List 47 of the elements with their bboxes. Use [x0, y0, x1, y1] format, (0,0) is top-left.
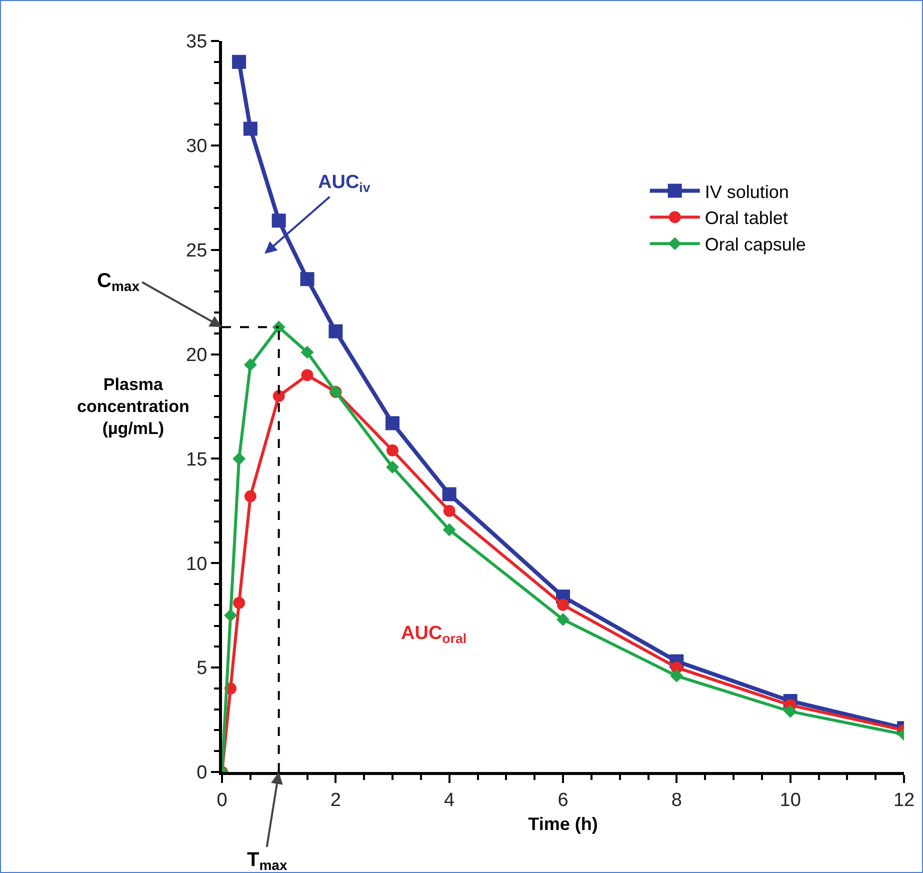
x-axis-title: Time (h): [528, 814, 598, 834]
point: [224, 608, 238, 622]
point: [272, 390, 285, 402]
point: [328, 324, 343, 338]
x-tick-label: 12: [893, 790, 915, 811]
y-axis-title: Plasma concentration (µg/mL): [77, 375, 190, 438]
point: [243, 122, 258, 136]
point: [386, 444, 398, 456]
x-tick-label: 10: [780, 790, 801, 811]
point: [386, 416, 400, 430]
legend-label: Oral tablet: [704, 208, 788, 228]
annotation: AUC$_{iv}$: [318, 172, 371, 195]
point: [557, 598, 569, 611]
x-tick-label: 6: [558, 790, 568, 811]
y-tick-label: 30: [186, 136, 208, 158]
x-tick-label: 2: [330, 790, 341, 811]
legend-label: Oral capsule: [704, 234, 806, 255]
y-tick-label: 35: [186, 32, 208, 53]
point: [232, 54, 246, 69]
x-tick-label: 4: [444, 790, 456, 811]
x-tick-label: 0: [216, 790, 228, 811]
ref-line-label: T$_{max}$: [247, 849, 288, 873]
annotation: AUC$_{oral}$: [401, 623, 467, 646]
x-tick-label: 8: [671, 790, 682, 811]
point: [443, 504, 456, 517]
point: [784, 704, 797, 718]
point: [386, 460, 399, 474]
point: [272, 214, 286, 228]
legend-label: IV solution: [704, 182, 789, 202]
y-tick-label: 0: [196, 762, 208, 784]
point: [300, 346, 314, 359]
ref-line-label: C$_{max}$: [97, 270, 140, 294]
point: [232, 452, 246, 466]
point: [244, 358, 257, 372]
point: [301, 369, 314, 382]
point: [670, 669, 684, 682]
y-tick-label: 20: [186, 344, 208, 366]
point: [556, 613, 570, 626]
y-tick-label: 10: [186, 554, 208, 575]
point: [442, 523, 456, 536]
point: [442, 487, 456, 502]
point: [244, 490, 256, 502]
y-tick-label: 25: [186, 240, 208, 262]
y-tick-label: 5: [196, 658, 208, 680]
point: [233, 596, 246, 609]
point: [300, 272, 314, 286]
y-tick-label: 15: [186, 449, 208, 470]
